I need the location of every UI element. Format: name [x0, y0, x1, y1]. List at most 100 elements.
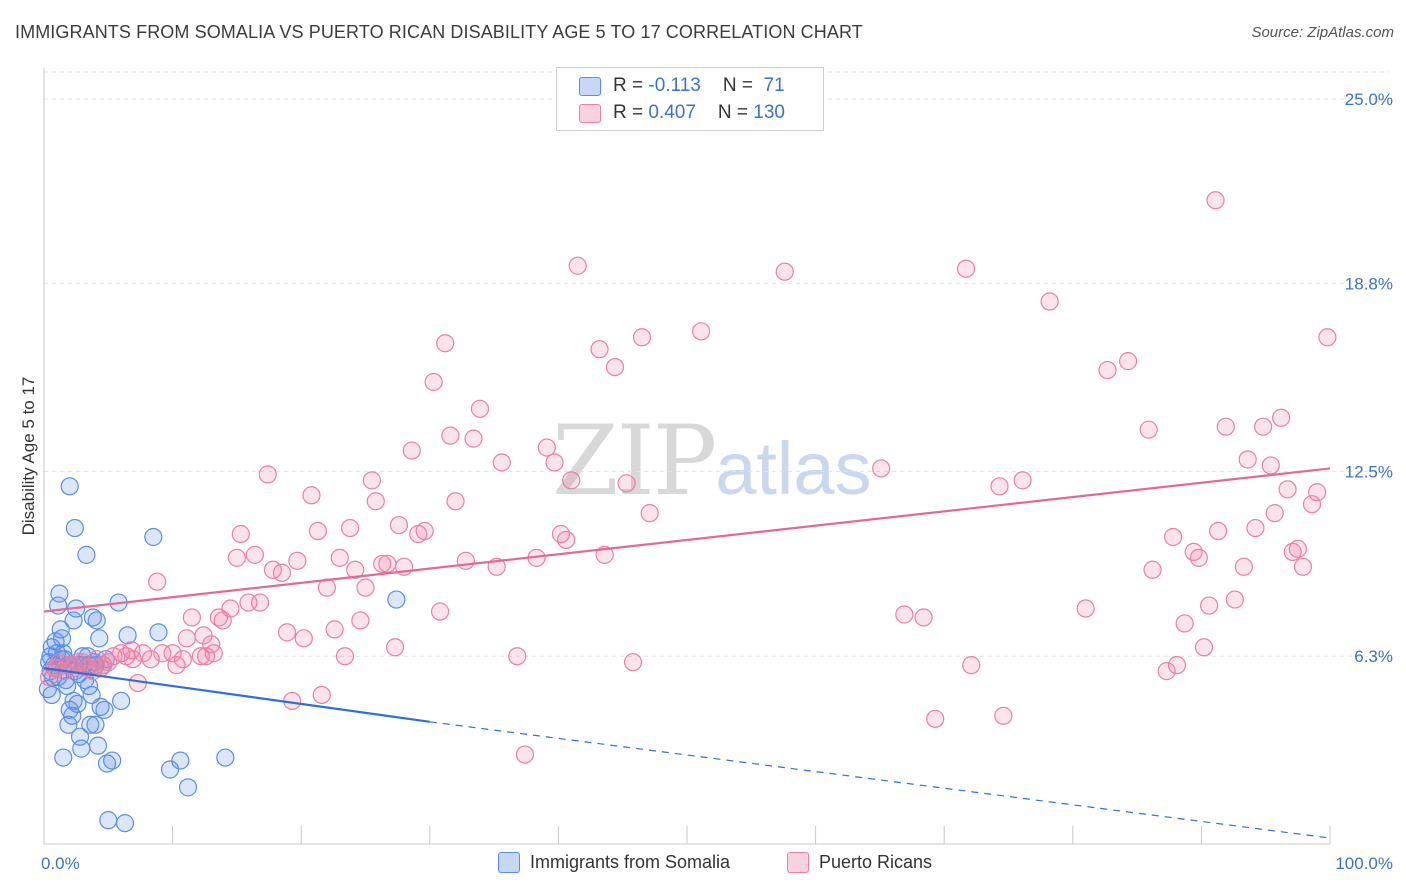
trend-line-0 — [43, 667, 430, 723]
data-point — [562, 471, 581, 490]
data-point — [90, 629, 109, 648]
axis-labels: 6.3% 12.5% 18.8% 25.0% 0.0% 100.0% Disability … — [19, 90, 1393, 873]
data-point — [441, 426, 460, 445]
data-point — [1272, 408, 1291, 427]
bottom-legend-somalia: Immigrants from Somalia — [498, 852, 730, 873]
data-point — [112, 644, 131, 663]
data-point — [436, 334, 455, 353]
legend-n-value: 71 — [758, 75, 785, 96]
data-point — [1246, 518, 1265, 538]
data-point — [144, 527, 163, 547]
data-point — [160, 760, 180, 779]
data-point — [312, 685, 331, 705]
data-point — [227, 548, 246, 567]
data-point — [692, 322, 711, 341]
data-point — [617, 474, 636, 493]
data-point — [1175, 614, 1194, 633]
data-point — [775, 262, 794, 281]
data-point — [87, 611, 106, 630]
data-point — [351, 611, 370, 630]
data-point — [537, 438, 556, 457]
legend-n-label: N = — [722, 75, 759, 96]
data-point — [59, 715, 78, 734]
data-point — [1254, 417, 1273, 436]
data-point — [94, 656, 113, 675]
data-point — [153, 644, 172, 663]
data-point — [385, 638, 405, 657]
bottom-legend-puerto-rican: Puerto Ricans — [787, 852, 932, 873]
legend-swatch-somalia — [579, 76, 601, 96]
data-point — [325, 620, 344, 639]
data-point — [272, 563, 292, 582]
data-point — [88, 736, 108, 755]
x-tick-label: 100.0% — [1335, 854, 1393, 873]
data-point — [204, 644, 223, 663]
data-point — [171, 751, 190, 770]
watermark-zip: ZIP — [552, 405, 717, 517]
data-point — [1189, 548, 1208, 567]
data-point — [914, 608, 933, 627]
chart-title: IMMIGRANTS FROM SOMALIA VS PUERTO RICAN … — [15, 22, 863, 42]
data-point — [173, 650, 192, 669]
data-point — [430, 602, 450, 621]
data-point — [990, 477, 1009, 496]
trend-extension-0 — [429, 721, 1331, 839]
y-tick-label: 6.3% — [1354, 647, 1393, 666]
data-point — [216, 748, 235, 767]
y-tick-label: 12.5% — [1345, 462, 1393, 481]
data-point — [456, 551, 475, 570]
data-point — [515, 745, 535, 764]
source-label: Source: ZipAtlas.com — [1251, 24, 1394, 41]
data-point — [1293, 557, 1313, 576]
data-point — [95, 700, 114, 719]
legend-r-label: R = — [613, 102, 649, 123]
data-point — [895, 605, 914, 624]
data-point — [356, 578, 375, 597]
trend-line-1 — [43, 467, 1331, 613]
legend-n-label: N = — [717, 102, 754, 123]
data-point — [1206, 191, 1225, 210]
data-point — [640, 504, 659, 523]
data-point — [1164, 527, 1183, 547]
data-point — [373, 554, 392, 573]
data-point — [378, 554, 397, 573]
data-point — [1238, 450, 1257, 469]
data-point — [446, 492, 465, 511]
data-point — [149, 623, 168, 642]
data-point — [231, 524, 250, 544]
data-point — [1278, 480, 1297, 499]
data-point — [97, 754, 117, 773]
data-point — [221, 599, 240, 618]
data-point — [551, 524, 571, 544]
data-point — [177, 629, 196, 648]
data-point — [245, 545, 265, 564]
data-point — [492, 453, 511, 472]
data-point — [956, 259, 976, 278]
bottom-legend-label-somalia: Immigrants from Somalia — [530, 852, 731, 872]
series-puerto-rican-points — [40, 191, 1337, 764]
y-axis-label: Disability Age 5 to 17 — [19, 377, 38, 536]
x-tick-label: 0.0% — [41, 854, 80, 873]
legend-n-value: 130 — [753, 102, 785, 123]
data-point — [302, 486, 321, 505]
data-point — [148, 572, 167, 591]
data-point — [362, 471, 382, 490]
data-point — [545, 453, 564, 472]
data-point — [994, 706, 1013, 725]
bottom-legend-swatch-puerto-rican — [787, 852, 809, 873]
data-point — [118, 626, 137, 645]
data-point — [182, 608, 201, 627]
data-point — [335, 647, 355, 666]
legend-row-puerto-rican: R = 0.407 N = 130 — [579, 100, 785, 126]
data-point — [605, 357, 625, 377]
data-point — [99, 811, 118, 830]
data-point — [1209, 521, 1228, 541]
data-point — [63, 706, 82, 725]
data-point — [632, 328, 652, 347]
data-point — [112, 691, 131, 711]
data-point — [508, 647, 527, 666]
data-point — [86, 715, 105, 734]
data-point — [99, 653, 118, 672]
data-point — [1225, 590, 1244, 609]
data-point — [590, 340, 609, 359]
